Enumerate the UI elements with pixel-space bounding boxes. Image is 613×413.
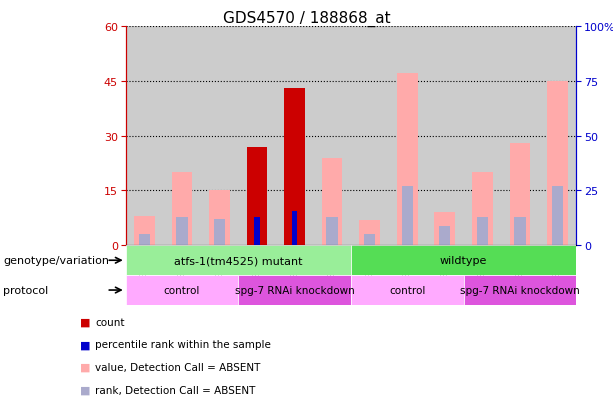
Text: spg-7 RNAi knockdown: spg-7 RNAi knockdown — [235, 285, 354, 295]
Bar — [351, 246, 576, 275]
Text: atfs-1(tm4525) mutant: atfs-1(tm4525) mutant — [174, 256, 303, 266]
Bar — [126, 246, 351, 275]
Bar — [472, 173, 493, 246]
Text: wildtype: wildtype — [440, 256, 487, 266]
Bar — [126, 27, 163, 246]
Text: control: control — [389, 285, 425, 295]
Bar — [238, 275, 351, 305]
Text: spg-7 RNAi knockdown: spg-7 RNAi knockdown — [460, 285, 580, 295]
Bar — [126, 275, 238, 305]
Bar — [313, 27, 351, 246]
Bar — [439, 226, 451, 246]
Bar — [284, 89, 305, 246]
Bar — [238, 27, 276, 246]
Bar — [276, 27, 313, 246]
Bar — [389, 27, 426, 246]
Text: ■: ■ — [80, 317, 90, 327]
Bar — [426, 27, 463, 246]
Bar — [463, 275, 576, 305]
Text: value, Detection Call = ABSENT: value, Detection Call = ABSENT — [95, 362, 261, 372]
Bar — [177, 217, 188, 246]
Bar — [435, 213, 455, 246]
Bar — [501, 27, 539, 246]
Text: count: count — [95, 317, 124, 327]
Text: GDS4570 / 188868_at: GDS4570 / 188868_at — [223, 10, 390, 26]
Bar — [172, 173, 192, 246]
Bar — [514, 217, 525, 246]
Bar — [509, 144, 530, 246]
Bar — [351, 275, 463, 305]
Bar — [292, 212, 297, 246]
Text: rank, Detection Call = ABSENT: rank, Detection Call = ABSENT — [95, 385, 256, 395]
Bar — [402, 187, 413, 246]
Text: ■: ■ — [80, 385, 90, 395]
Text: control: control — [164, 285, 200, 295]
Bar — [134, 216, 154, 246]
Text: percentile rank within the sample: percentile rank within the sample — [95, 339, 271, 349]
Bar — [247, 147, 267, 246]
Text: genotype/variation: genotype/variation — [3, 256, 109, 266]
Bar — [139, 235, 150, 246]
Bar — [254, 217, 260, 246]
Bar — [322, 158, 343, 246]
Bar — [359, 220, 380, 246]
Bar — [552, 187, 563, 246]
Bar — [364, 235, 375, 246]
Text: ■: ■ — [80, 339, 90, 349]
Text: ■: ■ — [80, 362, 90, 372]
Bar — [397, 74, 417, 246]
Bar — [539, 27, 576, 246]
Bar — [351, 27, 389, 246]
Bar — [327, 217, 338, 246]
Bar — [547, 82, 568, 246]
Bar — [463, 27, 501, 246]
Bar — [163, 27, 200, 246]
Bar — [477, 217, 488, 246]
Bar — [201, 27, 238, 246]
Bar — [209, 191, 230, 246]
Bar — [214, 219, 225, 246]
Text: protocol: protocol — [3, 285, 48, 295]
